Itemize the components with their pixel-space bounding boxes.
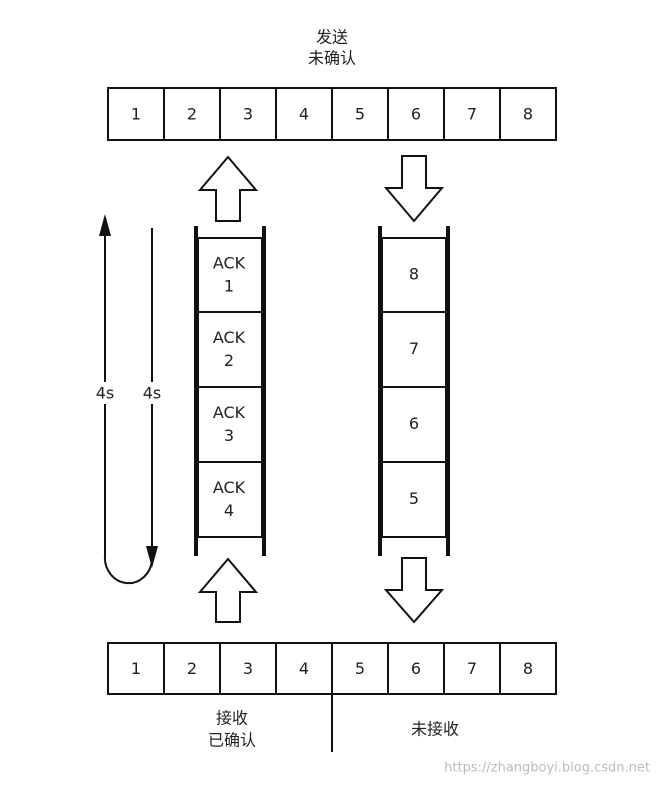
label-bg: [92, 382, 120, 404]
window-cell: [499, 87, 557, 141]
arrowhead: [99, 214, 111, 236]
watermark: https://zhangboyi.blog.csdn.net: [444, 761, 650, 776]
cell-number: 4: [299, 659, 309, 678]
window-cell: [499, 642, 557, 695]
data-number: 6: [409, 414, 419, 433]
arrow-up: [197, 557, 259, 623]
label-bg: [139, 382, 167, 404]
ack-number: 4: [224, 501, 234, 520]
ack-number: 1: [224, 277, 234, 296]
timer-line: [103, 225, 153, 585]
arrowhead: [146, 546, 158, 568]
window-cell: [163, 87, 221, 141]
cell-number: 5: [355, 659, 365, 678]
cell-number: 8: [523, 659, 533, 678]
ack-label: ACK: [213, 328, 246, 347]
send-label: 未确认: [308, 49, 356, 68]
ack-cell: [197, 461, 263, 538]
cell-number: 3: [243, 659, 253, 678]
receive-label: 已确认: [208, 731, 256, 750]
ack-label: ACK: [213, 403, 246, 422]
cell-number: 1: [131, 659, 141, 678]
window-cell: [107, 642, 165, 695]
cell-number: 8: [523, 105, 533, 124]
arrow-down: [383, 155, 445, 223]
ack-cell: [197, 311, 263, 388]
ack-cell: [197, 237, 263, 313]
ack-number: 2: [224, 351, 234, 370]
window-cell: [331, 87, 389, 141]
cell-number: 4: [299, 105, 309, 124]
data-number: 7: [409, 339, 419, 358]
send-label: 发送: [316, 28, 348, 47]
window-cell: [275, 642, 333, 695]
data-cell: [381, 237, 447, 313]
data-number: 8: [409, 265, 419, 284]
cell-number: 3: [243, 105, 253, 124]
arrow-up: [197, 155, 259, 222]
receive-label: 未接收: [411, 720, 459, 739]
cell-number: 2: [187, 105, 197, 124]
ack-cell: [197, 386, 263, 463]
cell-number: 7: [467, 105, 477, 124]
data-cell: [381, 311, 447, 388]
receive-label: 接收: [216, 709, 248, 728]
cell-number: 5: [355, 105, 365, 124]
cell-number: 1: [131, 105, 141, 124]
window-cell: [219, 642, 277, 695]
cell-number: 6: [411, 659, 421, 678]
cell-number: 7: [467, 659, 477, 678]
cell-number: 2: [187, 659, 197, 678]
window-cell: [107, 87, 165, 141]
ack-label: ACK: [213, 478, 246, 497]
data-cell: [381, 461, 447, 538]
timer-label: 4s: [96, 384, 115, 403]
window-cell: [219, 87, 277, 141]
arrow-down: [383, 557, 445, 624]
ack-number: 3: [224, 426, 234, 445]
timer-label: 4s: [143, 384, 162, 403]
data-number: 5: [409, 489, 419, 508]
window-cell: [163, 642, 221, 695]
ack-label: ACK: [213, 254, 246, 273]
cell-number: 6: [411, 105, 421, 124]
